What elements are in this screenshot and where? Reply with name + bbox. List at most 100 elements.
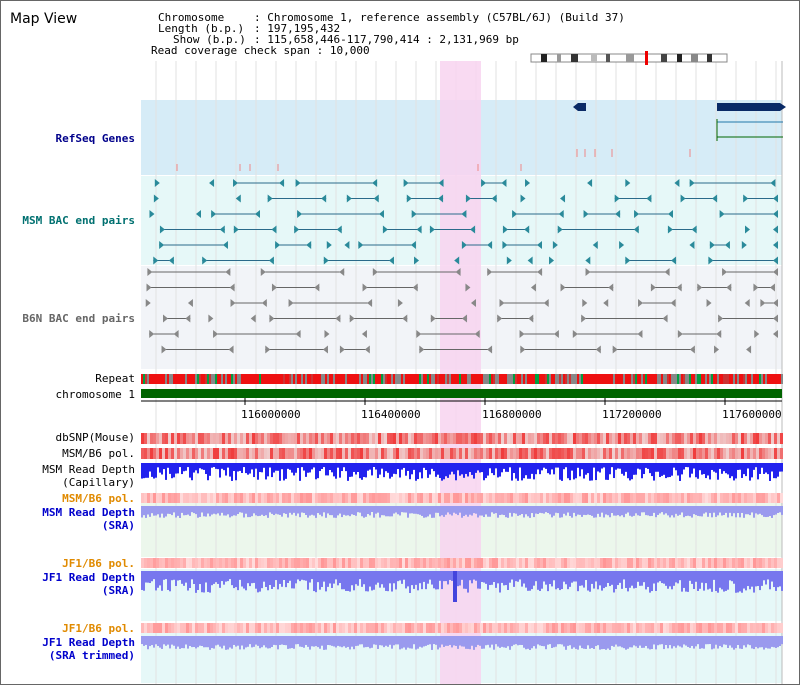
depth-bar — [443, 463, 445, 480]
polymorphism-cell — [258, 558, 261, 568]
depth-bar — [397, 571, 399, 582]
polymorphism-cell — [477, 558, 480, 568]
depth-bar — [251, 636, 253, 648]
depth-bar — [421, 506, 423, 516]
bac-end — [271, 283, 277, 292]
polymorphism-cell — [351, 493, 354, 503]
depth-bar — [663, 463, 665, 475]
polymorphism-cell — [195, 558, 198, 568]
depth-bar — [247, 463, 249, 475]
depth-bar — [515, 636, 517, 645]
polymorphism-cell — [387, 433, 390, 444]
depth-bar — [321, 636, 323, 646]
polymorphism-cell — [513, 493, 516, 503]
depth-bar — [297, 463, 299, 468]
repeat-block — [305, 374, 307, 384]
depth-bar — [313, 636, 315, 647]
bac-end — [741, 241, 747, 249]
bac-end — [465, 194, 471, 203]
depth-bar — [171, 636, 173, 645]
depth-bar — [349, 506, 351, 517]
track-label-msm-bac[interactable]: MSM BAC end pairs — [22, 214, 135, 227]
polymorphism-cell — [753, 493, 756, 503]
depth-bar — [253, 636, 255, 647]
depth-bar — [501, 571, 503, 583]
polymorphism-cell — [294, 433, 297, 444]
polymorphism-cell — [363, 558, 366, 568]
repeat-block — [285, 374, 287, 384]
polymorphism-cell — [489, 493, 492, 503]
polymorphism-cell — [522, 623, 525, 633]
polymorphism-cell — [282, 448, 285, 459]
polymorphism-cell — [690, 448, 693, 459]
polymorphism-cell — [276, 433, 279, 444]
polymorphism-cell — [309, 623, 312, 633]
polymorphism-cell — [609, 493, 612, 503]
depth-bar — [183, 506, 185, 516]
polymorphism-cell — [567, 448, 570, 459]
depth-bar — [587, 571, 589, 591]
depth-bar — [521, 571, 523, 587]
depth-bar — [249, 506, 251, 518]
polymorphism-cell — [654, 493, 657, 503]
repeat-block — [609, 374, 611, 384]
depth-bar — [655, 571, 657, 591]
depth-bar — [405, 463, 407, 476]
repeat-block — [311, 374, 313, 384]
depth-bar — [539, 636, 541, 646]
polymorphism-cell — [780, 558, 783, 568]
track-label-b6n-bac[interactable]: B6N BAC end pairs — [22, 312, 135, 325]
depth-bar — [395, 571, 397, 590]
polymorphism-cell — [543, 493, 546, 503]
repeat-block — [345, 374, 347, 384]
polymorphism-cell — [345, 623, 348, 633]
depth-bar — [625, 463, 627, 472]
depth-bar — [503, 571, 505, 586]
polymorphism-cell — [273, 448, 276, 459]
bac-end — [481, 179, 487, 187]
repeat-block — [375, 374, 377, 384]
polymorphism-cell — [594, 558, 597, 568]
polymorphism-cell — [660, 493, 663, 503]
polymorphism-cell — [774, 558, 777, 568]
polymorphism-cell — [678, 433, 681, 444]
repeat-block — [479, 374, 481, 384]
depth-bar — [465, 571, 467, 589]
depth-bar — [497, 636, 499, 647]
track-label-refseq[interactable]: RefSeq Genes — [55, 132, 135, 145]
depth-bar — [653, 463, 655, 481]
polymorphism-cell — [669, 493, 672, 503]
depth-bar — [695, 571, 697, 582]
repeat-block — [763, 374, 765, 384]
polymorphism-cell — [609, 558, 612, 568]
polymorphism-cell — [252, 558, 255, 568]
repeat-block — [727, 374, 729, 384]
polymorphism-cell — [324, 493, 327, 503]
polymorphism-cell — [411, 433, 414, 444]
bac-end — [773, 210, 778, 218]
polymorphism-cell — [423, 493, 426, 503]
repeat-block — [775, 374, 777, 384]
bac-end — [471, 299, 477, 307]
repeat-block — [585, 374, 587, 384]
polymorphism-cell — [471, 448, 474, 459]
polymorphism-cell — [348, 493, 351, 503]
depth-bar — [391, 571, 393, 592]
depth-bar — [205, 636, 207, 648]
polymorphism-cell — [678, 623, 681, 633]
depth-bar — [401, 636, 403, 649]
repeat-block — [695, 374, 697, 384]
repeat-block — [173, 374, 175, 384]
repeat-block — [663, 374, 665, 384]
polymorphism-cell — [297, 493, 300, 503]
repeat-block — [207, 374, 209, 384]
polymorphism-cell — [438, 623, 441, 633]
repeat-block — [193, 374, 195, 384]
polymorphism-cell — [375, 493, 378, 503]
polymorphism-cell — [312, 558, 315, 568]
depth-bar — [451, 571, 453, 581]
repeat-block — [607, 374, 609, 384]
polymorphism-cell — [759, 448, 762, 459]
depth-bar — [773, 463, 775, 479]
